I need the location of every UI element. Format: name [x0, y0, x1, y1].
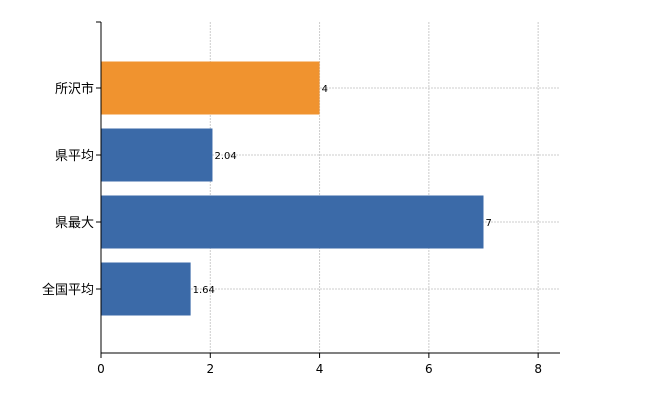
x-tick-label: 8 [534, 362, 542, 376]
bar [101, 195, 484, 249]
x-tick-label: 6 [425, 362, 433, 376]
bars [101, 61, 484, 316]
x-tick-label: 4 [316, 362, 324, 376]
bar [101, 61, 320, 115]
data-label: 1.64 [193, 285, 215, 296]
category-label: 全国平均 [42, 282, 94, 298]
data-label: 2.04 [214, 151, 236, 162]
category-label: 県平均 [55, 149, 94, 164]
bar [101, 128, 213, 182]
data-label: 7 [486, 218, 492, 229]
bar [101, 262, 191, 316]
x-tick-label: 0 [97, 362, 105, 376]
category-label: 県最大 [55, 216, 94, 231]
axes [96, 21, 560, 358]
x-tick-label: 2 [206, 362, 214, 376]
data-label: 4 [322, 84, 328, 95]
category-label: 所沢市 [55, 81, 94, 97]
